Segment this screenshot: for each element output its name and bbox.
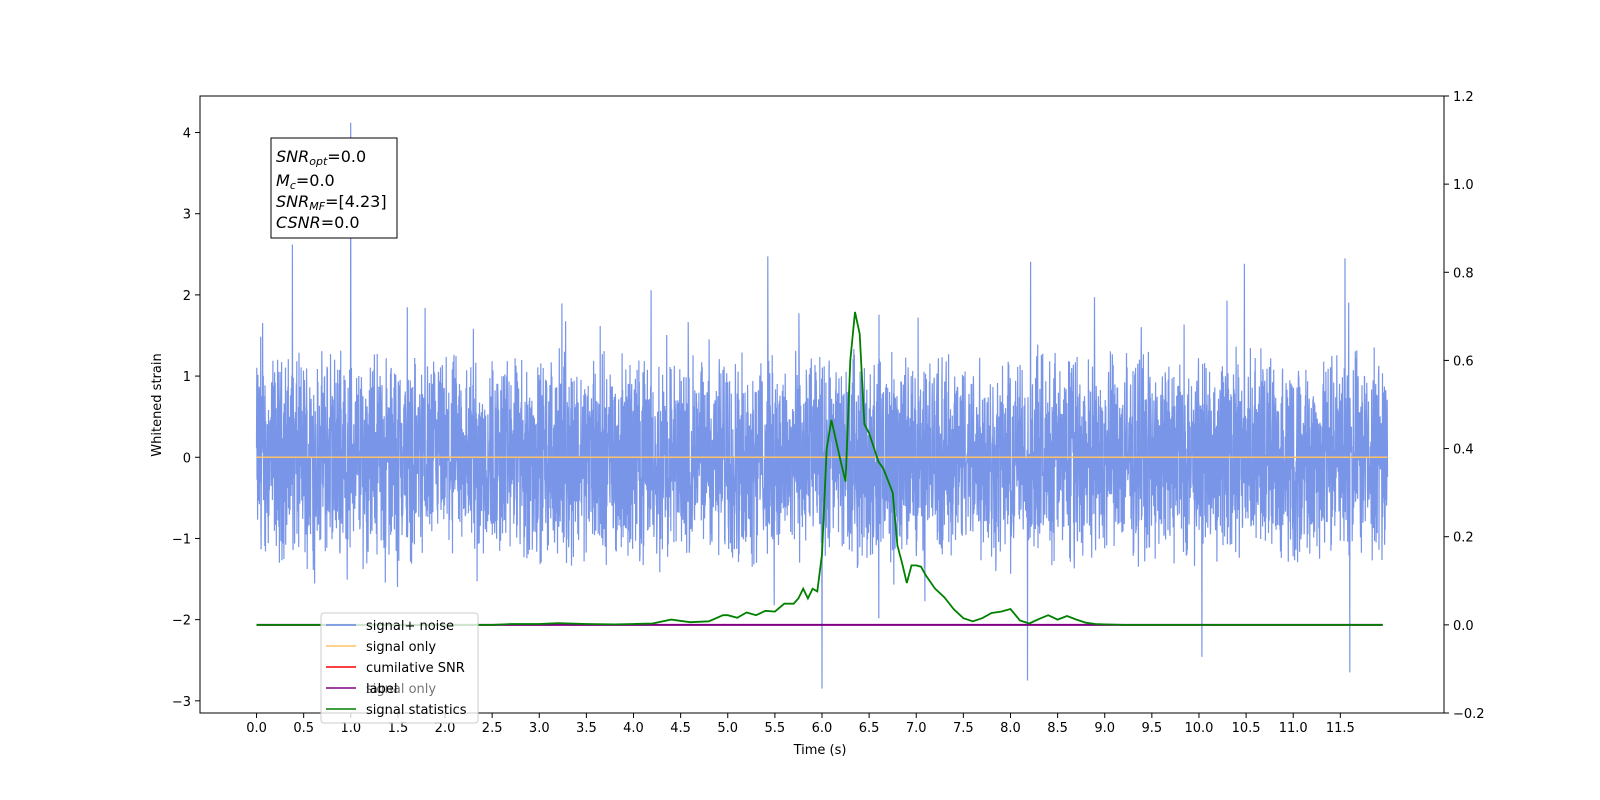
stats-csnr: CSNR=0.0 bbox=[276, 213, 360, 232]
y-tick-label: 4 bbox=[183, 127, 191, 142]
y-axis-left: −3 −2 −1 0 1 2 3 4 bbox=[172, 127, 200, 710]
x-tick-label: 4.0 bbox=[623, 721, 644, 736]
legend-label-signal-noise: signal+ noise bbox=[366, 619, 454, 634]
x-tick-label: 8.0 bbox=[1000, 721, 1021, 736]
y2-tick-label: 1.0 bbox=[1453, 178, 1474, 193]
legend-label-cumulative-snr: cumilative SNR bbox=[366, 661, 465, 676]
x-tick-label: 3.5 bbox=[576, 721, 597, 736]
plot-content bbox=[255, 122, 1389, 689]
x-tick-label: 7.0 bbox=[906, 721, 927, 736]
legend: signal+ noise signal only cumilative SNR… bbox=[320, 612, 479, 724]
y2-tick-label: 0.8 bbox=[1453, 266, 1474, 281]
legend-label-signal-only: signal only bbox=[366, 640, 436, 655]
y-tick-label: −2 bbox=[172, 614, 191, 629]
series-line-signal-statistics bbox=[256, 311, 1383, 626]
x-tick-label: 5.0 bbox=[717, 721, 738, 736]
legend-label-signal-statistics: signal statistics bbox=[366, 703, 467, 718]
x-tick-label: 6.0 bbox=[812, 721, 833, 736]
x-axis-label: Time (s) bbox=[793, 743, 847, 758]
x-tick-label: 11.5 bbox=[1326, 721, 1355, 736]
x-tick-label: 4.5 bbox=[670, 721, 691, 736]
stats-box: SNRopt=0.0 Mc=0.0 SNRMF=[4.23] CSNR=0.0 bbox=[270, 137, 398, 239]
y-tick-label: 0 bbox=[183, 451, 191, 466]
stats-snr-mf: SNRMF=[4.23] bbox=[276, 192, 387, 213]
x-tick-label: 1.0 bbox=[340, 721, 361, 736]
legend-overlap-text: signal only bbox=[366, 682, 436, 697]
y-tick-label: −1 bbox=[172, 532, 191, 547]
y2-tick-label: 0.6 bbox=[1453, 354, 1474, 369]
x-axis: 0.0 0.5 1.0 1.5 2.0 2.5 3.0 3.5 4.0 4.5 5.0 5.5 6.0 6… bbox=[246, 713, 1355, 736]
stats-box-frame bbox=[270, 137, 398, 239]
y-tick-label: 2 bbox=[183, 289, 191, 304]
y2-tick-label: −0.2 bbox=[1453, 707, 1485, 722]
x-tick-label: 7.5 bbox=[953, 721, 974, 736]
x-tick-label: 9.0 bbox=[1094, 721, 1115, 736]
x-tick-label: 0.5 bbox=[293, 721, 314, 736]
x-tick-label: 1.5 bbox=[388, 721, 409, 736]
y-tick-label: −3 bbox=[172, 695, 191, 710]
x-tick-label: 3.0 bbox=[529, 721, 550, 736]
series-line-signal-noise bbox=[255, 122, 1389, 689]
y2-tick-label: 0.4 bbox=[1453, 443, 1474, 458]
y2-tick-label: 0.2 bbox=[1453, 531, 1474, 546]
legend-label-label: label bbox=[366, 682, 397, 697]
x-tick-label: 2.0 bbox=[435, 721, 456, 736]
x-tick-label: 10.5 bbox=[1232, 721, 1261, 736]
y2-tick-label: 1.2 bbox=[1453, 90, 1474, 105]
x-tick-label: 6.5 bbox=[859, 721, 880, 736]
stats-mc: Mc=0.0 bbox=[276, 171, 335, 192]
x-tick-label: 11.0 bbox=[1279, 721, 1308, 736]
y-tick-label: 1 bbox=[183, 370, 191, 385]
x-tick-label: 5.5 bbox=[765, 721, 786, 736]
x-tick-label: 10.0 bbox=[1184, 721, 1213, 736]
x-tick-label: 9.5 bbox=[1142, 721, 1163, 736]
legend-frame bbox=[320, 612, 479, 724]
stats-snr-opt: SNRopt=0.0 bbox=[276, 147, 366, 168]
x-tick-label: 2.5 bbox=[482, 721, 503, 736]
x-tick-label: 0.0 bbox=[246, 721, 267, 736]
y-axis-label: Whitened strain bbox=[150, 353, 165, 456]
y-axis-right: −0.2 0.0 0.2 0.4 0.6 0.8 1.0 1.2 bbox=[1444, 90, 1485, 722]
y-tick-label: 3 bbox=[183, 208, 191, 223]
y2-tick-label: 0.0 bbox=[1453, 619, 1474, 634]
x-tick-label: 8.5 bbox=[1047, 721, 1068, 736]
